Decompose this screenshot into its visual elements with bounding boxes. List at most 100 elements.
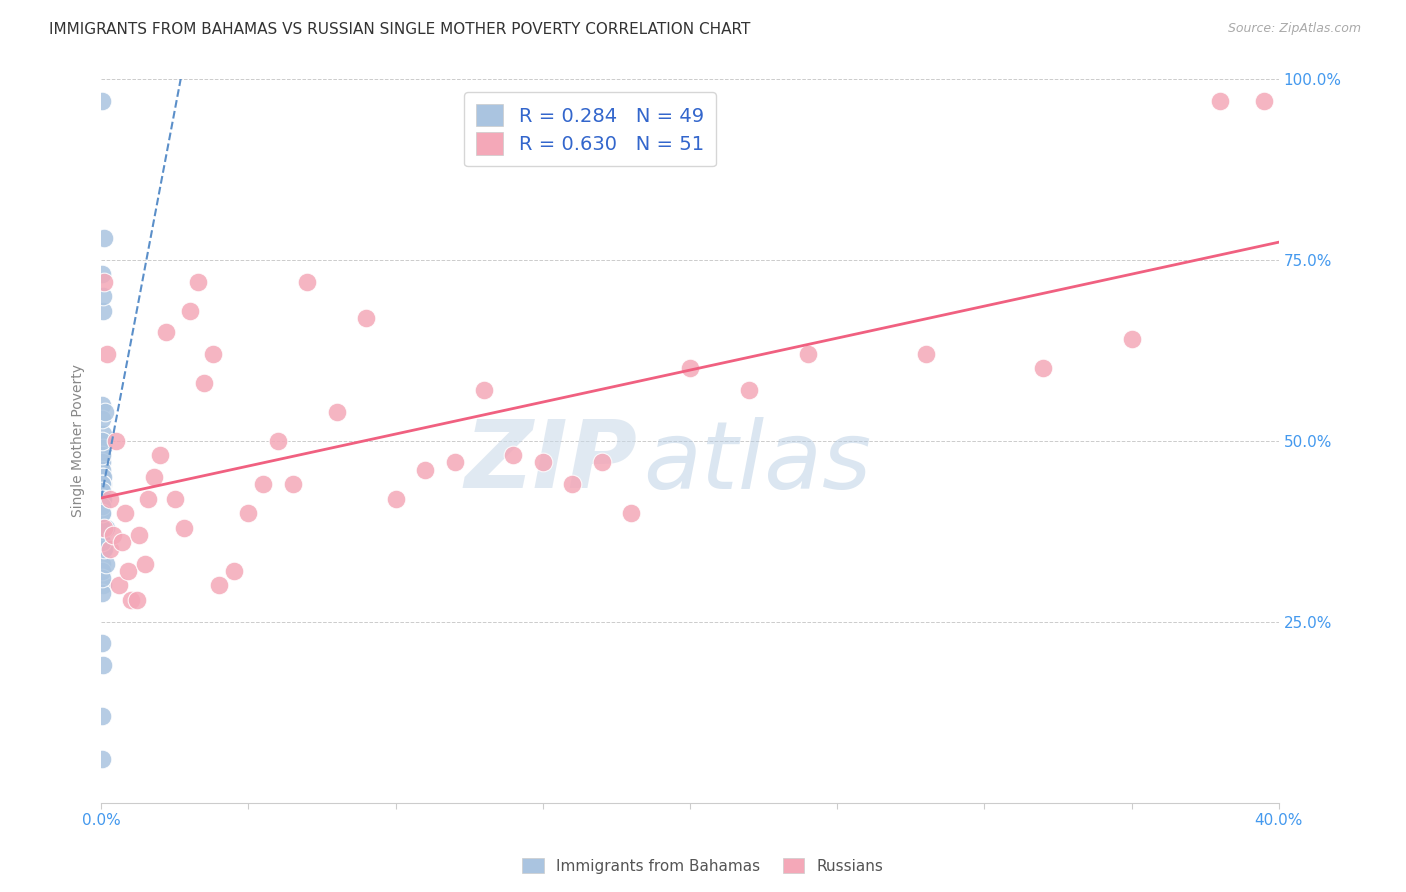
Point xyxy=(91,506,114,520)
Point xyxy=(93,231,115,245)
Point xyxy=(1121,333,1143,347)
Point xyxy=(91,455,114,469)
Point xyxy=(94,520,117,534)
Point xyxy=(222,564,245,578)
Point xyxy=(104,434,127,448)
Point xyxy=(1209,94,1232,108)
Point xyxy=(91,484,114,499)
Point xyxy=(91,557,114,571)
Point xyxy=(413,463,436,477)
Point xyxy=(91,636,114,650)
Point xyxy=(93,542,115,557)
Point xyxy=(91,477,114,491)
Point xyxy=(91,506,114,520)
Point xyxy=(93,275,115,289)
Point xyxy=(384,491,406,506)
Point xyxy=(1032,361,1054,376)
Point xyxy=(91,94,114,108)
Point xyxy=(111,535,134,549)
Point xyxy=(738,383,761,397)
Point xyxy=(91,477,114,491)
Point xyxy=(91,535,114,549)
Point xyxy=(91,520,114,534)
Point xyxy=(98,542,121,557)
Point xyxy=(208,578,231,592)
Point xyxy=(91,448,114,462)
Point xyxy=(91,542,114,557)
Point xyxy=(96,347,118,361)
Point xyxy=(91,268,114,282)
Point xyxy=(281,477,304,491)
Point xyxy=(354,310,377,325)
Point xyxy=(91,484,114,499)
Point xyxy=(91,434,114,448)
Point xyxy=(98,491,121,506)
Point xyxy=(91,448,114,462)
Point xyxy=(797,347,820,361)
Point xyxy=(252,477,274,491)
Point xyxy=(620,506,643,520)
Point xyxy=(91,571,114,585)
Legend: R = 0.284   N = 49, R = 0.630   N = 51: R = 0.284 N = 49, R = 0.630 N = 51 xyxy=(464,92,716,167)
Point xyxy=(91,491,114,506)
Point xyxy=(91,535,114,549)
Point xyxy=(91,484,114,499)
Text: IMMIGRANTS FROM BAHAMAS VS RUSSIAN SINGLE MOTHER POVERTY CORRELATION CHART: IMMIGRANTS FROM BAHAMAS VS RUSSIAN SINGL… xyxy=(49,22,751,37)
Point xyxy=(163,491,186,506)
Point xyxy=(114,506,136,520)
Point xyxy=(91,708,114,723)
Point xyxy=(472,383,495,397)
Point xyxy=(101,528,124,542)
Point xyxy=(202,347,225,361)
Point xyxy=(91,477,114,491)
Legend: Immigrants from Bahamas, Russians: Immigrants from Bahamas, Russians xyxy=(516,852,890,880)
Point xyxy=(91,491,114,506)
Point xyxy=(91,585,114,599)
Point xyxy=(120,593,142,607)
Text: atlas: atlas xyxy=(643,417,872,508)
Point xyxy=(94,557,117,571)
Point xyxy=(91,477,114,491)
Point xyxy=(179,303,201,318)
Point xyxy=(443,455,465,469)
Point xyxy=(502,448,524,462)
Point xyxy=(108,578,131,592)
Point xyxy=(91,441,114,455)
Text: ZIP: ZIP xyxy=(464,417,637,508)
Point xyxy=(125,593,148,607)
Point xyxy=(91,426,114,441)
Point xyxy=(91,578,114,592)
Point xyxy=(1253,94,1275,108)
Point xyxy=(136,491,159,506)
Point xyxy=(326,405,349,419)
Point xyxy=(531,455,554,469)
Point xyxy=(91,506,114,520)
Point xyxy=(91,658,114,673)
Point xyxy=(91,303,114,318)
Point xyxy=(94,405,117,419)
Point xyxy=(591,455,613,469)
Point xyxy=(679,361,702,376)
Point xyxy=(91,499,114,513)
Point xyxy=(91,398,114,412)
Point xyxy=(91,752,114,766)
Point xyxy=(297,275,319,289)
Text: Source: ZipAtlas.com: Source: ZipAtlas.com xyxy=(1227,22,1361,36)
Point xyxy=(128,528,150,542)
Point xyxy=(91,528,114,542)
Point xyxy=(193,376,215,390)
Point xyxy=(91,470,114,484)
Point xyxy=(91,564,114,578)
Point xyxy=(914,347,936,361)
Point xyxy=(91,491,114,506)
Point xyxy=(91,520,114,534)
Point xyxy=(93,520,115,534)
Point xyxy=(91,289,114,303)
Point xyxy=(238,506,260,520)
Y-axis label: Single Mother Poverty: Single Mother Poverty xyxy=(72,364,86,517)
Point xyxy=(91,412,114,426)
Point xyxy=(155,325,177,339)
Point xyxy=(143,470,166,484)
Point xyxy=(561,477,583,491)
Point xyxy=(187,275,209,289)
